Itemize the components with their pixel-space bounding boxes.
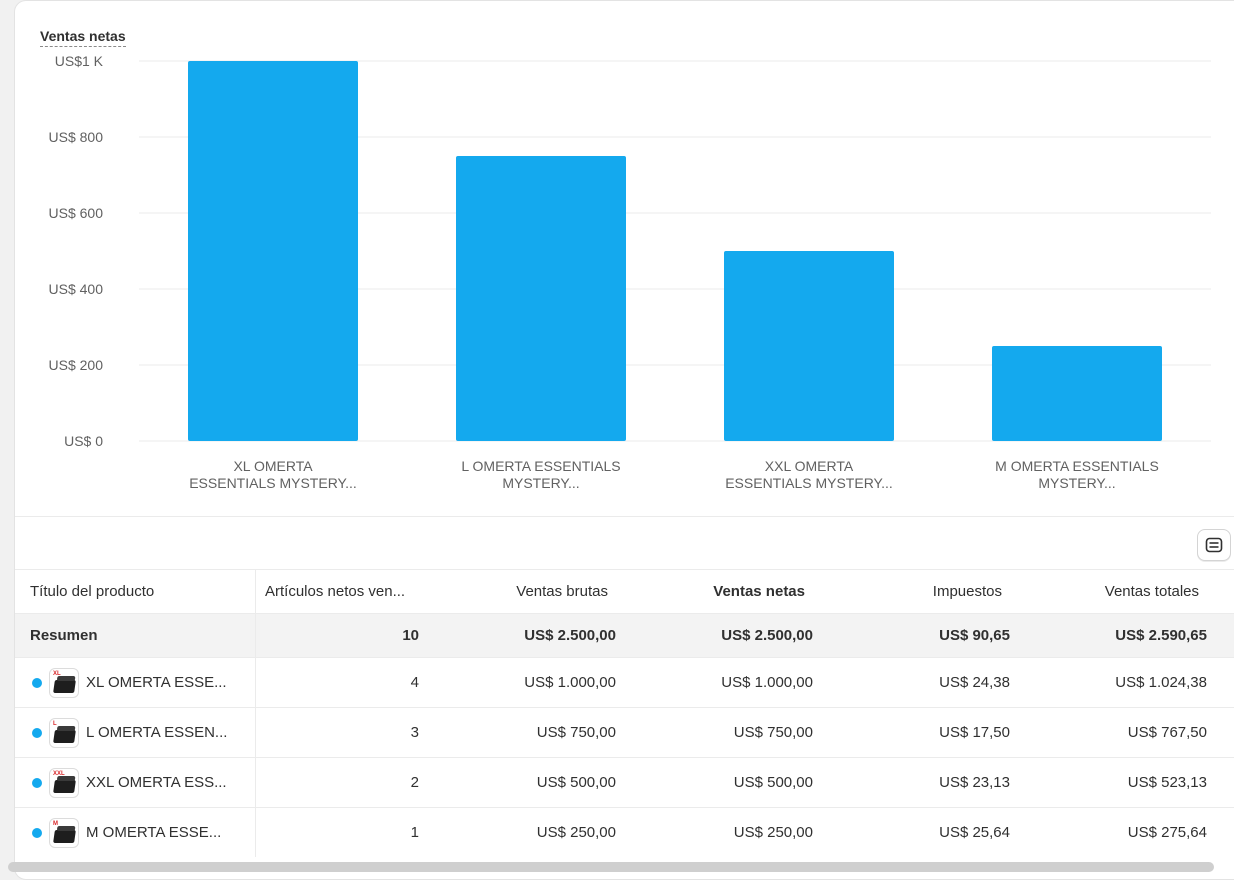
total-sales: US$ 275,64	[1127, 824, 1207, 841]
total-sales: US$ 523,13	[1127, 774, 1207, 791]
column-divider	[255, 614, 256, 657]
bar[interactable]	[724, 251, 894, 441]
product-thumbnail: L	[49, 717, 79, 748]
taxes: US$ 23,13	[939, 774, 1010, 791]
product-title[interactable]: XL OMERTA ESSE...	[86, 674, 227, 691]
column-divider	[255, 708, 256, 757]
net-sales: US$ 250,00	[733, 824, 813, 841]
header-product-title[interactable]: Título del producto	[30, 583, 155, 600]
column-divider	[255, 808, 256, 857]
sales-table: Título del producto Artículos netos ven.…	[15, 569, 1234, 857]
product-title[interactable]: XXL OMERTA ESS...	[86, 774, 227, 791]
net-sales: US$ 750,00	[733, 724, 813, 741]
product-thumbnail: XL	[49, 667, 79, 698]
column-divider	[255, 758, 256, 807]
product-cell[interactable]: XL XL OMERTA ESSE...	[30, 658, 255, 707]
summary-label: Resumen	[30, 627, 98, 644]
y-tick-label: US$ 800	[49, 129, 104, 145]
product-title[interactable]: M OMERTA ESSE...	[86, 824, 222, 841]
header-net-items-sold[interactable]: Artículos netos ven...	[265, 583, 406, 600]
x-tick-label: XL OMERTA	[233, 458, 313, 474]
net-sales: US$ 500,00	[733, 774, 813, 791]
horizontal-scrollbar[interactable]	[8, 862, 1214, 872]
size-tag: L	[53, 720, 57, 727]
table-settings-icon	[1205, 537, 1223, 553]
product-title[interactable]: L OMERTA ESSEN...	[86, 724, 228, 741]
net-sales: US$ 1.000,00	[721, 674, 813, 691]
x-tick-label: L OMERTA ESSENTIALS	[461, 458, 620, 474]
x-tick-label: MYSTERY...	[502, 475, 579, 491]
summary-net-sales: US$ 2.500,00	[721, 627, 813, 644]
summary-gross-sales: US$ 2.500,00	[524, 627, 616, 644]
y-tick-label: US$1 K	[55, 53, 104, 69]
product-thumbnail: XXL	[49, 767, 79, 798]
header-gross-sales[interactable]: Ventas brutas	[516, 583, 608, 600]
net-items-sold: 4	[410, 674, 419, 691]
summary-row: Resumen 10 US$ 2.500,00 US$ 2.500,00 US$…	[15, 613, 1234, 657]
product-cell[interactable]: L L OMERTA ESSEN...	[30, 708, 255, 757]
table-row[interactable]: L L OMERTA ESSEN... 3 US$ 750,00 US$ 750…	[15, 707, 1234, 757]
header-taxes[interactable]: Impuestos	[932, 583, 1002, 600]
table-row[interactable]: XL XL OMERTA ESSE... 4 US$ 1.000,00 US$ …	[15, 657, 1234, 707]
column-divider	[255, 658, 256, 707]
size-tag: XL	[53, 670, 61, 677]
x-tick-label: M OMERTA ESSENTIALS	[995, 458, 1159, 474]
y-tick-label: US$ 200	[49, 357, 104, 373]
table-settings-button[interactable]	[1197, 529, 1231, 561]
x-tick-label: ESSENTIALS MYSTERY...	[189, 475, 357, 491]
total-sales: US$ 767,50	[1127, 724, 1207, 741]
bar[interactable]	[188, 61, 358, 441]
y-tick-label: US$ 0	[64, 433, 103, 449]
taxes: US$ 24,38	[939, 674, 1010, 691]
net-items-sold: 3	[410, 724, 419, 741]
table-header-row: Título del producto Artículos netos ven.…	[15, 569, 1234, 613]
y-tick-label: US$ 600	[49, 205, 104, 221]
product-thumbnail: M	[49, 817, 79, 848]
chart-title[interactable]: Ventas netas	[40, 28, 126, 47]
column-divider	[255, 570, 256, 613]
sales-report-card: Ventas netas US$ 0 US$ 200 US$ 400 US$ 600 U…	[14, 0, 1234, 880]
taxes: US$ 17,50	[939, 724, 1010, 741]
x-tick-label: XXL OMERTA	[765, 458, 854, 474]
summary-net-items-sold: 10	[402, 627, 419, 644]
table-row[interactable]: XXL XXL OMERTA ESS... 2 US$ 500,00 US$ 5…	[15, 757, 1234, 807]
gross-sales: US$ 750,00	[536, 724, 616, 741]
gross-sales: US$ 250,00	[536, 824, 616, 841]
x-tick-label: MYSTERY...	[1038, 475, 1115, 491]
bar[interactable]	[992, 346, 1162, 441]
gross-sales: US$ 500,00	[536, 774, 616, 791]
chart-table-divider	[15, 516, 1234, 517]
x-tick-label: ESSENTIALS MYSTERY...	[725, 475, 893, 491]
size-tag: XXL	[53, 770, 65, 777]
header-total-sales[interactable]: Ventas totales	[1104, 583, 1199, 600]
summary-total-sales: US$ 2.590,65	[1115, 627, 1207, 644]
taxes: US$ 25,64	[939, 824, 1010, 841]
product-cell[interactable]: M M OMERTA ESSE...	[30, 808, 255, 857]
net-items-sold: 1	[410, 824, 419, 841]
y-tick-label: US$ 400	[49, 281, 104, 297]
header-net-sales[interactable]: Ventas netas	[713, 583, 805, 600]
series-dot-icon	[32, 727, 42, 738]
total-sales: US$ 1.024,38	[1115, 674, 1207, 691]
bar[interactable]	[456, 156, 626, 441]
series-dot-icon	[32, 677, 42, 688]
series-dot-icon	[32, 827, 42, 838]
product-cell[interactable]: XXL XXL OMERTA ESS...	[30, 758, 255, 807]
size-tag: M	[53, 820, 58, 827]
net-items-sold: 2	[410, 774, 419, 791]
summary-taxes: US$ 90,65	[939, 627, 1010, 644]
table-row[interactable]: M M OMERTA ESSE... 1 US$ 250,00 US$ 250,…	[15, 807, 1234, 857]
series-dot-icon	[32, 777, 42, 788]
gross-sales: US$ 1.000,00	[524, 674, 616, 691]
